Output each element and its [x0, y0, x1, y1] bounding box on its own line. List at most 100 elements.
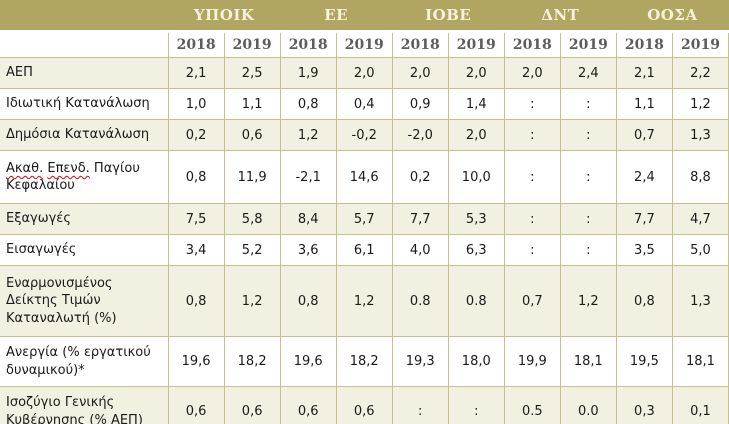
- cell-value: 0,6: [279, 386, 337, 424]
- cell-value: 18,1: [671, 336, 729, 387]
- cell-value: 7,7: [391, 203, 449, 235]
- org-header-dnt: ΔΝΤ: [504, 0, 617, 33]
- cell-value: :: [503, 88, 561, 120]
- cell-value: 19,3: [391, 336, 449, 387]
- row-label: Εισαγωγές: [0, 234, 169, 266]
- cell-value: 3,5: [615, 234, 673, 266]
- org-header-ee: ΕΕ: [280, 0, 393, 33]
- cell-value: 7,5: [167, 203, 225, 235]
- table-row: Ανεργία (% εργατικού δυναμικού)* 19,6 18,2…: [0, 336, 729, 387]
- cell-value: 3,6: [279, 234, 337, 266]
- cell-value: :: [503, 119, 561, 151]
- row-label: Εναρμονισμένος Δείκτης Τιμών Καταναλωτή …: [0, 265, 169, 337]
- cell-value: 5,7: [335, 203, 393, 235]
- row-label: Εξαγωγές: [0, 203, 169, 235]
- year-header-row: 2018 2019 2018 2019 2018 2019 2018 2019 …: [0, 31, 729, 58]
- cell-value: 0,1: [671, 386, 729, 424]
- cell-value: 0,6: [335, 386, 393, 424]
- cell-value: 11,9: [223, 150, 281, 204]
- cell-value: 0,7: [503, 265, 561, 337]
- cell-value: 1,9: [279, 57, 337, 89]
- table-row: Εναρμονισμένος Δείκτης Τιμών Καταναλωτή …: [0, 265, 729, 337]
- cell-value: 0,8: [167, 150, 225, 204]
- cell-value: :: [503, 234, 561, 266]
- cell-value: 2,1: [167, 57, 225, 89]
- cell-value: 1,3: [671, 119, 729, 151]
- spellcheck-underlined-word: Ακαθ.: [6, 160, 44, 176]
- cell-value: 5,0: [671, 234, 729, 266]
- cell-value: 5,3: [447, 203, 505, 235]
- cell-value: 19,5: [615, 336, 673, 387]
- cell-value: -2,1: [279, 150, 337, 204]
- cell-value: 7,7: [615, 203, 673, 235]
- row-label: ΑΕΠ: [0, 57, 169, 89]
- cell-value: 2,1: [615, 57, 673, 89]
- cell-value: 1,1: [223, 88, 281, 120]
- cell-value: :: [447, 386, 505, 424]
- year-header: 2018: [391, 31, 449, 58]
- org-header-ypoik: ΥΠΟΙΚ: [168, 0, 281, 33]
- cell-value: 0,2: [167, 119, 225, 151]
- cell-value: :: [559, 119, 617, 151]
- year-header: 2019: [559, 31, 617, 58]
- cell-value: -2,0: [391, 119, 449, 151]
- cell-value: 1,2: [671, 88, 729, 120]
- cell-value: 0,8: [615, 265, 673, 337]
- cell-value: 0,4: [335, 88, 393, 120]
- cell-value: 18,2: [223, 336, 281, 387]
- cell-value: :: [559, 150, 617, 204]
- cell-value: 19,6: [279, 336, 337, 387]
- cell-value: 6,1: [335, 234, 393, 266]
- year-header: 2019: [671, 31, 729, 58]
- year-header: 2018: [167, 31, 225, 58]
- cell-value: 2,0: [503, 57, 561, 89]
- cell-value: 1,0: [167, 88, 225, 120]
- cell-value: :: [503, 150, 561, 204]
- cell-value: 2,4: [559, 57, 617, 89]
- cell-value: 0.8: [391, 265, 449, 337]
- cell-value: 19,6: [167, 336, 225, 387]
- cell-value: 18,1: [559, 336, 617, 387]
- table-row: ΑΕΠ 2,1 2,5 1,9 2,0 2,0 2,0 2,0 2,4 2,1 2,2: [0, 57, 729, 89]
- table-row: Ακαθ. Επενδ. Παγίου Κεφαλαίου 0,8 11,9 -2,1…: [0, 150, 729, 204]
- spellcheck-underlined-word: Επενδ.: [47, 160, 90, 176]
- cell-value: :: [559, 203, 617, 235]
- table-row: Ιδιωτική Κατανάλωση 1,0 1,1 0,8 0,4 0,9 1,4::1…: [0, 88, 729, 120]
- organization-header-row: ΥΠΟΙΚ ΕΕ ΙΟΒΕ ΔΝΤ ΟΟΣΑ: [0, 0, 729, 33]
- cell-value: 5,2: [223, 234, 281, 266]
- row-label: Ισοζύγιο Γενικής Κυβέρνησης (% ΑΕΠ): [0, 386, 169, 424]
- cell-value: 2,0: [447, 119, 505, 151]
- year-header: 2019: [223, 31, 281, 58]
- cell-value: 4,7: [671, 203, 729, 235]
- year-header: 2019: [447, 31, 505, 58]
- row-label: Ακαθ. Επενδ. Παγίου Κεφαλαίου: [0, 150, 169, 204]
- cell-value: -0,2: [335, 119, 393, 151]
- year-header: 2019: [335, 31, 393, 58]
- cell-value: 0,2: [391, 150, 449, 204]
- cell-value: :: [503, 203, 561, 235]
- cell-value: 0,6: [223, 119, 281, 151]
- cell-value: 4,0: [391, 234, 449, 266]
- cell-value: 0,7: [615, 119, 673, 151]
- cell-value: 1,2: [559, 265, 617, 337]
- cell-value: 8,8: [671, 150, 729, 204]
- cell-value: 1,2: [279, 119, 337, 151]
- table-body: ΑΕΠ 2,1 2,5 1,9 2,0 2,0 2,0 2,0 2,4 2,1 2,2 Ιδιωτικ…: [0, 57, 729, 424]
- cell-value: 0.0: [559, 386, 617, 424]
- cell-value: 6,3: [447, 234, 505, 266]
- org-header-oosa: ΟΟΣΑ: [616, 0, 729, 33]
- cell-value: 0,3: [615, 386, 673, 424]
- cell-value: 2,5: [223, 57, 281, 89]
- cell-value: 0.8: [447, 265, 505, 337]
- cell-value: :: [559, 88, 617, 120]
- org-header-iobe: ΙΟΒΕ: [392, 0, 505, 33]
- cell-value: 2,4: [615, 150, 673, 204]
- table-row: Εξαγωγές 7,5 5,8 8,4 5,7 7,7 5,3::7,7 4,7: [0, 203, 729, 235]
- cell-value: :: [559, 234, 617, 266]
- cell-value: 1,2: [335, 265, 393, 337]
- year-corner-cell: [0, 31, 169, 58]
- table-row: Δημόσια Κατανάλωση 0,2 0,6 1,2 -0,2 -2,0 2,0::…: [0, 119, 729, 151]
- cell-value: 0.5: [503, 386, 561, 424]
- cell-value: 1,2: [223, 265, 281, 337]
